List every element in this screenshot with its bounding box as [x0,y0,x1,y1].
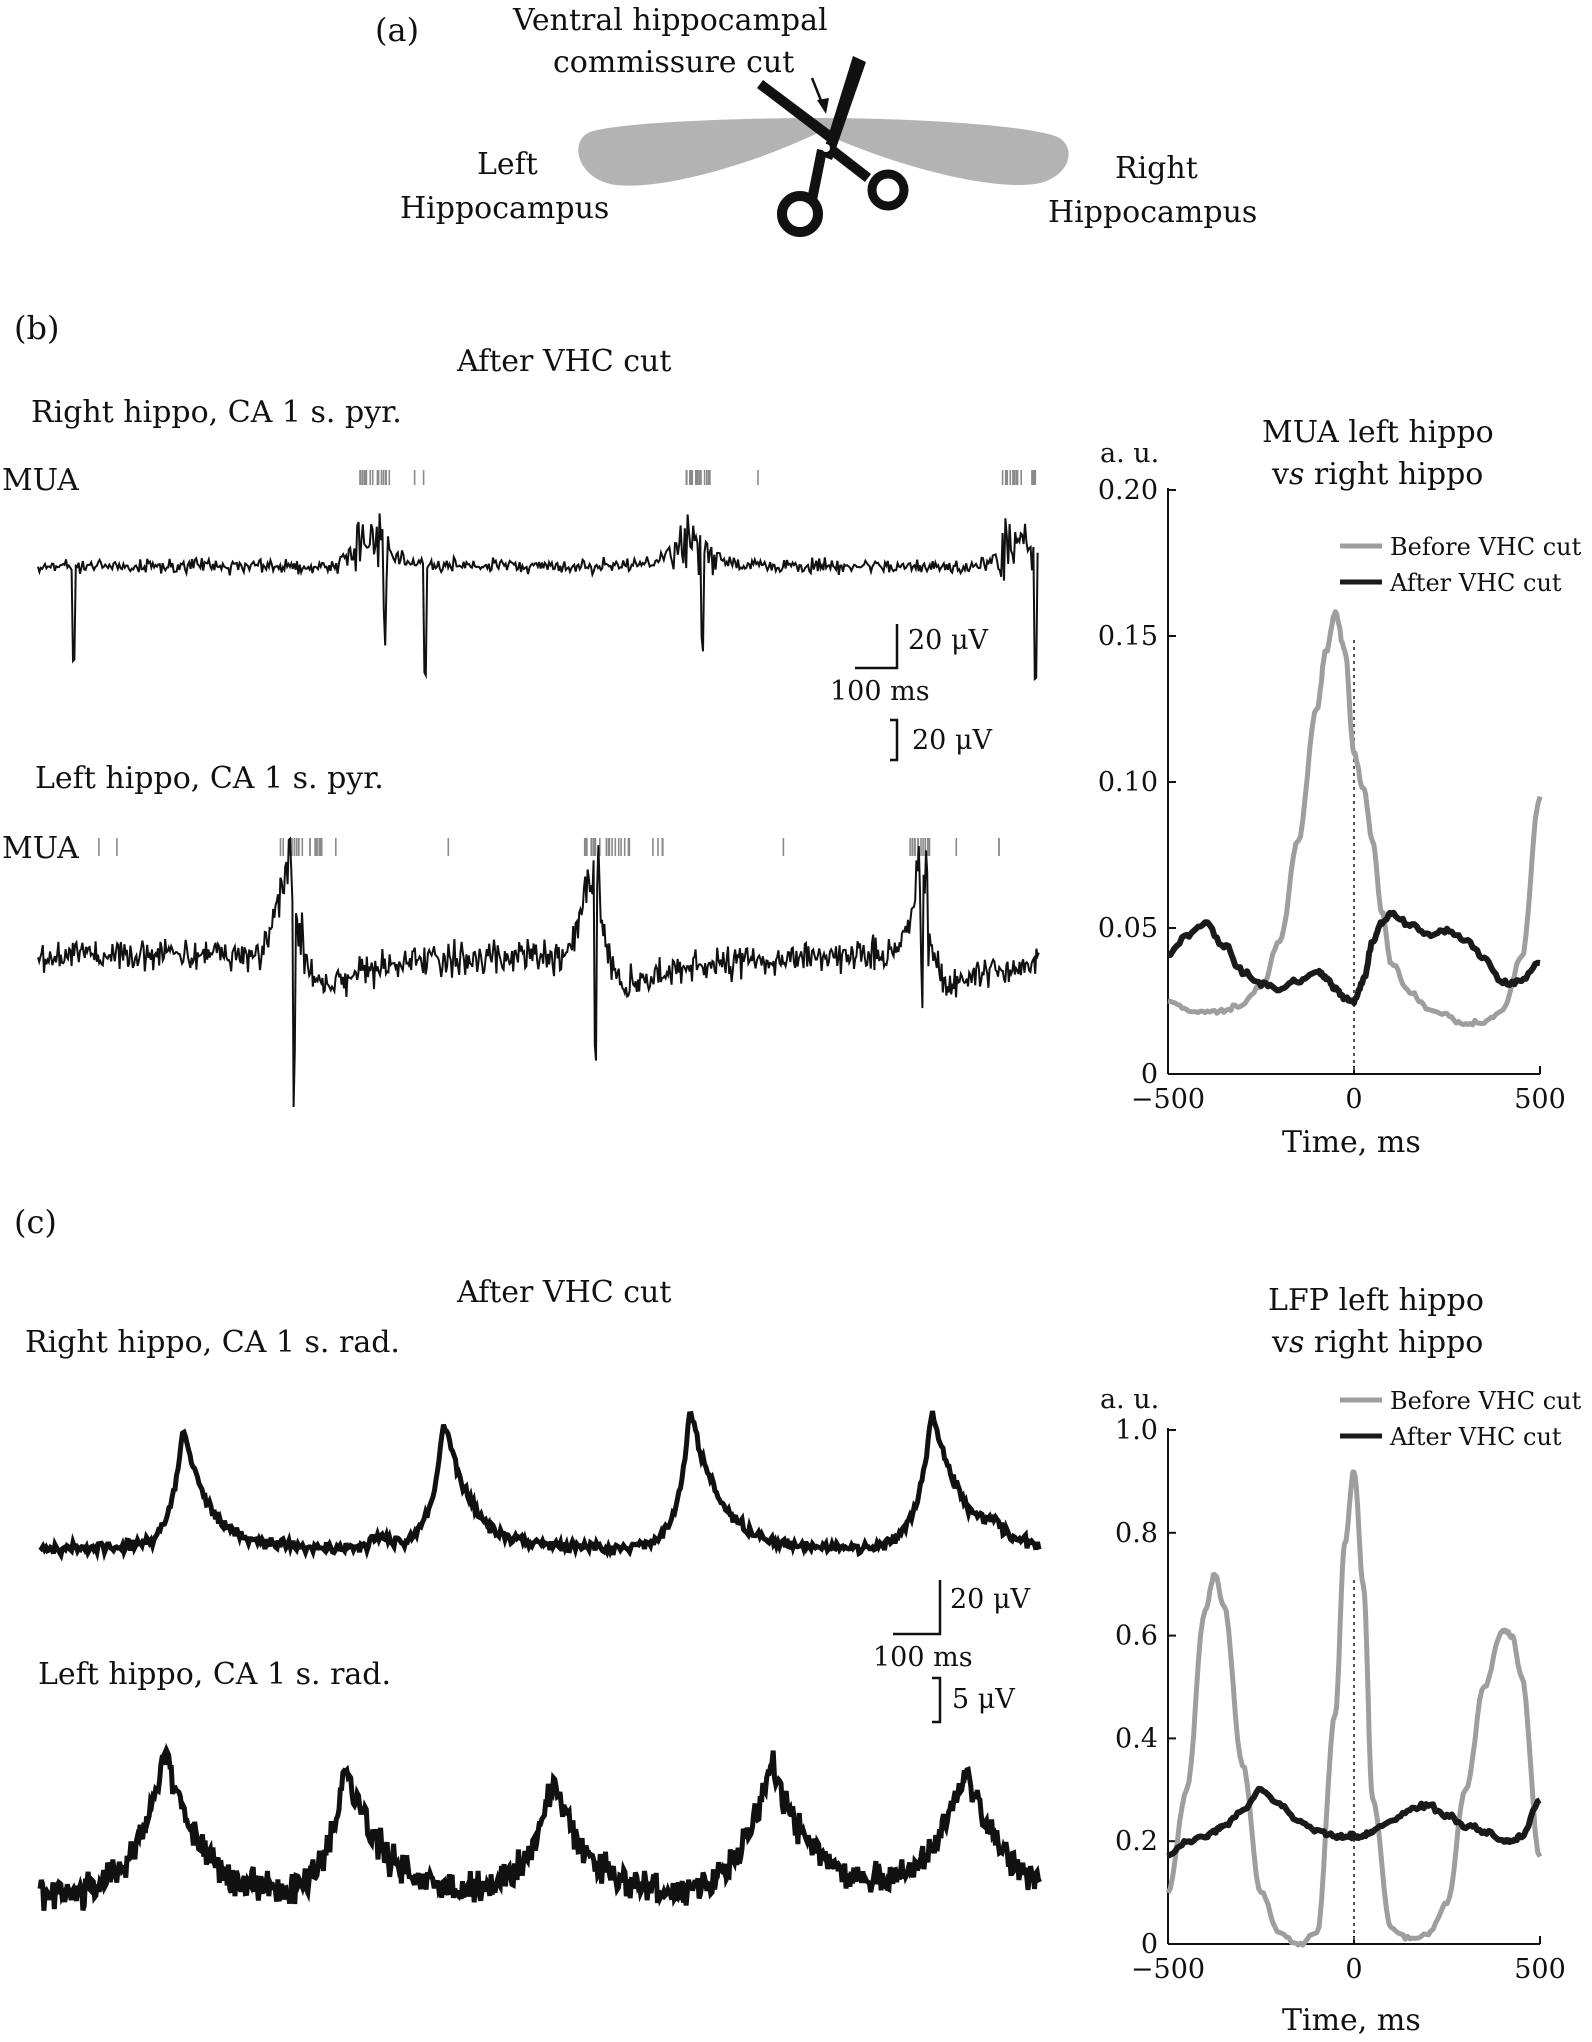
legend-label-0: Before VHC cut [1390,533,1582,561]
trace-right-hippo-rad [38,1410,1042,1562]
right-hippocampus-shape [820,118,1069,185]
y-tick-label: 1.0 [1115,1415,1158,1446]
scale-bar-b [855,624,899,762]
x-tick-label: 500 [1514,1084,1566,1115]
scale-bar-c-h: 100 ms [873,1642,973,1673]
panel-b-trace1-label: Right hippo, CA 1 s. pyr. [31,395,402,430]
y-tick-label: 0 [1141,1929,1158,1960]
left-hippocampus-shape [578,118,820,186]
chart2-title-line2: vs right hippo [1272,1325,1484,1360]
scale-bar-b-v2: 20 μV [912,725,992,756]
panel-c-title: After VHC cut [457,1275,672,1310]
series-line-0 [1167,609,1543,1028]
chart2-y-unit: a. u. [1100,1384,1160,1415]
y-tick-label: 0.4 [1115,1723,1158,1754]
cut-label-line1: Ventral hippocampal [513,3,828,38]
panel-b-title: After VHC cut [457,344,672,379]
legend-label-1: After VHC cut [1389,569,1562,597]
scale-bar-c-v1: 20 μV [950,1584,1030,1615]
left-hippo-label-line1: Left [477,147,538,182]
mua-ticks-right [359,470,1037,485]
y-tick-label: 0.8 [1115,1518,1158,1549]
legend-label-0: Before VHC cut [1390,1387,1582,1415]
trace-right-hippo-pyr [37,513,1039,682]
x-tick-label: −500 [1131,1084,1205,1115]
scale-bar-b-h: 100 ms [830,676,930,707]
y-tick-label: 0.05 [1098,913,1158,944]
chart1-x-label: Time, ms [1282,1125,1421,1160]
panel-b-mua-label-left: MUA [2,831,79,866]
y-tick-label: 0.10 [1098,767,1158,798]
series-line-1 [1167,909,1541,1006]
panel-b-mua-label-right: MUA [2,463,79,498]
cut-arrow-icon [810,77,829,114]
trace-left-hippo-rad [37,1742,1042,1911]
scale-bar-b-v1: 20 μV [908,625,988,656]
right-hippo-label-line1: Right [1115,151,1198,186]
series-line-0 [1165,1469,1543,1948]
x-tick-label: 0 [1345,1084,1362,1115]
chart1-y-unit: a. u. [1100,438,1160,469]
left-hippo-label-line2: Hippocampus [400,191,610,226]
y-tick-label: 0.15 [1098,621,1158,652]
scale-bar-c [893,1580,942,1724]
panel-c-label: (c) [14,1203,57,1241]
x-tick-label: 500 [1514,1954,1566,1985]
y-tick-label: 0 [1141,1059,1158,1090]
x-tick-label: −500 [1131,1954,1205,1985]
y-tick-label: 0.20 [1098,475,1158,506]
right-hippo-label-line2: Hippocampus [1048,195,1258,230]
chart1-title-line1: MUA left hippo [1262,415,1494,450]
x-tick-label: 0 [1345,1954,1362,1985]
chart2-x-label: Time, ms [1282,2003,1421,2038]
scale-bar-c-v2: 5 μV [952,1684,1015,1715]
chart1-title-line2: vs right hippo [1272,457,1484,492]
y-tick-label: 0.2 [1115,1826,1158,1857]
y-tick-label: 0.6 [1115,1621,1158,1652]
scissors-icon [757,56,909,237]
panel-a-label: (a) [375,11,420,49]
mua-ticks-left [98,838,1000,856]
panel-c-trace1-label: Right hippo, CA 1 s. rad. [25,1325,400,1360]
legend-label-1: After VHC cut [1389,1423,1562,1451]
panel-b-label: (b) [14,309,60,347]
chart2-title-line1: LFP left hippo [1268,1283,1484,1318]
panel-b-trace2-label: Left hippo, CA 1 s. pyr. [35,761,384,796]
panel-c-trace2-label: Left hippo, CA 1 s. rad. [38,1657,392,1692]
trace-left-hippo-pyr [37,836,1040,1108]
series-line-1 [1166,1785,1542,1859]
cut-label-line2: commissure cut [553,45,795,80]
